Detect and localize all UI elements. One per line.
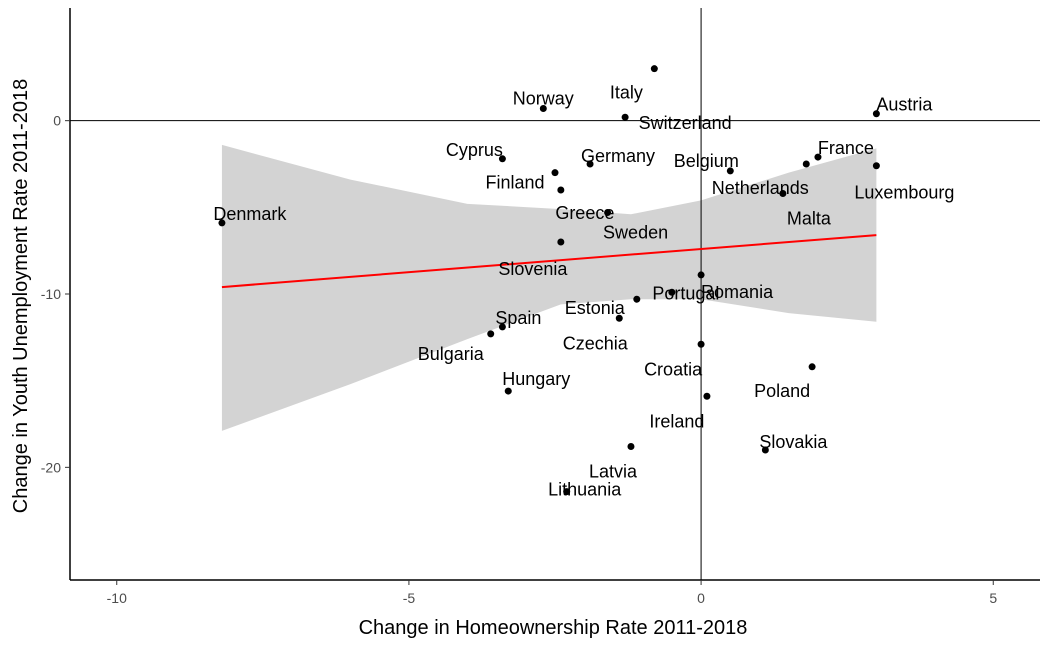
x-tick-label: -5: [403, 590, 416, 606]
point-bulgaria: [487, 330, 495, 338]
point-netherlands: [802, 160, 810, 168]
point-finland: [551, 169, 559, 177]
point-label-netherlands: Netherlands: [712, 178, 809, 198]
point-label-italy: Italy: [610, 83, 643, 103]
point-label-hungary: Hungary: [502, 369, 570, 389]
point-label-romania: Romania: [701, 282, 774, 302]
point-norway: [539, 105, 547, 113]
point-label-croatia: Croatia: [644, 359, 703, 379]
point-romania: [697, 271, 705, 279]
x-tick-label: -10: [107, 590, 127, 606]
point-hungary: [504, 387, 512, 395]
point-denmark: [218, 219, 226, 227]
point-label-slovenia: Slovenia: [498, 259, 568, 279]
point-croatia: [697, 340, 705, 348]
point-label-austria: Austria: [876, 95, 933, 115]
point-slovenia: [557, 238, 565, 246]
fit-line-layer: [221, 234, 877, 289]
point-cyprus: [498, 155, 506, 163]
x-tick-label: 5: [989, 590, 997, 606]
point-label-portugal: Portugal: [652, 283, 719, 303]
point-label-finland: Finland: [485, 173, 544, 193]
point-switzerland: [621, 113, 629, 121]
point-germany: [586, 160, 594, 168]
x-tick-label: 0: [697, 590, 705, 606]
point-label-czechia: Czechia: [563, 333, 629, 353]
point-label-lithuania: Lithuania: [548, 480, 622, 500]
point-label-slovakia: Slovakia: [759, 432, 828, 452]
point-label-bulgaria: Bulgaria: [418, 344, 485, 364]
point-malta: [779, 189, 787, 197]
point-lithuania: [563, 488, 571, 496]
point-poland: [808, 363, 816, 371]
point-label-cyprus: Cyprus: [446, 140, 503, 160]
y-tick-label: -10: [41, 286, 61, 302]
point-label-france: France: [818, 138, 874, 158]
point-label-luxembourg: Luxembourg: [854, 183, 954, 203]
point-italy: [650, 65, 658, 73]
point-estonia: [633, 295, 641, 303]
point-label-switzerland: Switzerland: [639, 113, 732, 133]
point-czechia: [615, 314, 623, 322]
point-label-latvia: Latvia: [589, 462, 638, 482]
points-layer: [218, 65, 880, 496]
point-france: [814, 153, 822, 161]
axes-layer: -10 -5 0 5 -20 -10 0: [41, 8, 1040, 606]
point-label-spain: Spain: [495, 308, 541, 328]
point-label-ireland: Ireland: [649, 411, 704, 431]
point-label-sweden: Sweden: [603, 223, 668, 243]
point-luxembourg: [872, 162, 880, 170]
point-latvia: [627, 443, 635, 451]
point-labels-layer: Norway Italy Switzerland Austria Cyprus Germa…: [213, 83, 954, 500]
point-spain: [498, 323, 506, 331]
y-tick-label: 0: [53, 113, 61, 129]
reference-lines-layer: [70, 8, 1040, 580]
y-axis-title: Change in Youth Unemployment Rate 2011-2…: [10, 79, 32, 513]
point-slovakia: [761, 446, 769, 454]
confidence-band: [221, 144, 877, 431]
point-greece: [557, 186, 565, 194]
point-label-estonia: Estonia: [565, 298, 626, 318]
point-belgium: [726, 167, 734, 175]
point-label-denmark: Denmark: [213, 204, 287, 224]
point-portugal: [668, 288, 676, 296]
x-axis-title: Change in Homeownership Rate 2011-2018: [359, 617, 748, 639]
confidence-band-layer: [221, 144, 877, 431]
y-tick-label: -20: [41, 459, 61, 475]
point-label-poland: Poland: [754, 381, 810, 401]
point-sweden: [604, 209, 612, 217]
point-label-greece: Greece: [555, 203, 614, 223]
point-label-germany: Germany: [581, 146, 655, 166]
point-ireland: [703, 392, 711, 400]
point-label-malta: Malta: [787, 208, 832, 228]
point-austria: [872, 110, 880, 118]
point-label-norway: Norway: [513, 89, 574, 109]
point-label-belgium: Belgium: [674, 151, 739, 171]
regression-line: [221, 234, 877, 289]
